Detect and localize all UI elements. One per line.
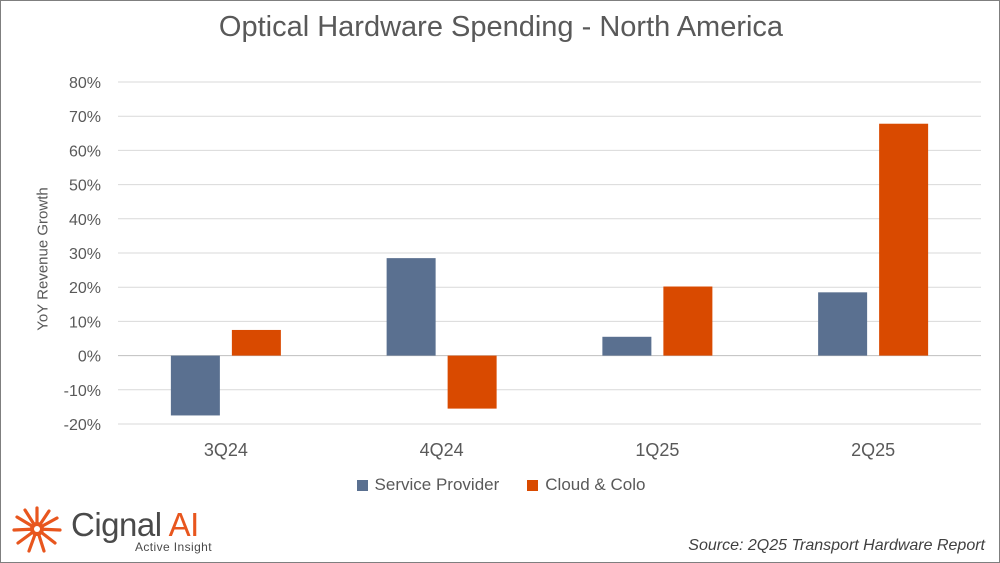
bar-chart: -20% -10% 0% 10% 20% 30% 40% 50% 60% 70% 80% 3Q24 4Q… [64,75,981,460]
legend-swatch-service-provider [356,479,368,491]
bar-cloud-colo-2q25 [879,123,929,356]
bar-service-provider-4q24 [386,258,436,356]
bar-service-provider-1q25 [602,336,652,356]
y-tick-label: 20% [69,280,101,297]
legend-item-service-provider: Service Provider [356,475,500,495]
x-tick-label: 4Q24 [420,440,464,460]
bar-cloud-colo-1q25 [663,286,713,356]
y-tick-label: 40% [69,212,101,229]
cignal-ai-logo: Cignal AI Active Insight [9,504,229,556]
y-tick-label: 80% [69,75,101,92]
sun-burst-icon [12,506,62,553]
legend-swatch-cloud-colo [527,479,539,491]
y-tick-label: 0% [78,349,101,366]
x-tick-label: 2Q25 [851,440,895,460]
source-note: Source: 2Q25 Transport Hardware Report [688,537,985,554]
y-tick-label: 50% [69,178,101,195]
bar-cloud-colo-4q24 [447,355,497,409]
y-tick-label: -10% [64,383,101,400]
x-tick-label: 1Q25 [635,440,679,460]
bar-service-provider-3q24 [170,355,220,416]
y-tick-label: 70% [69,109,101,126]
x-tick-label: 3Q24 [204,440,248,460]
y-tick-label: 10% [69,314,101,331]
brand-name: Cignal AI [71,506,199,544]
legend-item-cloud-colo: Cloud & Colo [527,475,645,495]
y-tick-label: 60% [69,143,101,160]
bar-service-provider-2q25 [818,292,868,356]
y-tick-label: 30% [69,246,101,263]
brand-main: Cignal [71,506,162,543]
brand-accent: AI [168,506,200,543]
bar-cloud-colo-3q24 [231,329,281,356]
brand-tagline: Active Insight [135,540,212,554]
legend-label-cloud-colo: Cloud & Colo [545,475,646,494]
legend-label-service-provider: Service Provider [374,475,500,494]
y-tick-label: -20% [64,417,101,434]
chart-title: Optical Hardware Spending - North Americ… [218,11,784,43]
legend: Service Provider Cloud & Colo [1,475,1000,495]
